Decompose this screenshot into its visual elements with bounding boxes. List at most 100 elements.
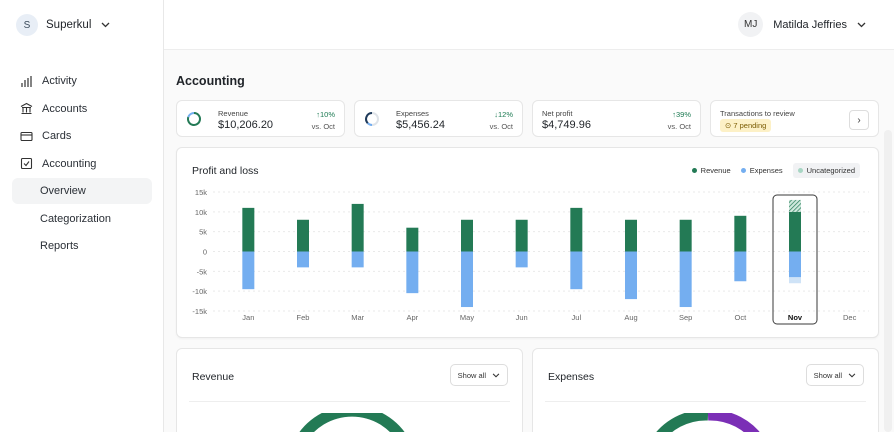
legend-label: Revenue xyxy=(700,166,731,175)
y-tick-label: 5k xyxy=(199,228,207,237)
review-arrow-button[interactable]: › xyxy=(849,110,869,130)
bar-expenses xyxy=(734,251,747,282)
profit-loss-chart: 15k 10k 5k 0 -5k -10k -15k Jan Feb Mar Apr May Jun Ju… xyxy=(192,188,869,325)
kpi-label: Expenses xyxy=(396,109,429,118)
y-tick-label: 10k xyxy=(195,208,207,217)
bar-expenses xyxy=(351,251,364,268)
kpi-compare: vs. Oct xyxy=(311,122,335,131)
panel-divider xyxy=(189,401,510,402)
revenue-donut xyxy=(299,413,405,432)
sidebar-item-accounts[interactable]: Accounts xyxy=(12,96,152,122)
avatar: MJ xyxy=(738,12,764,37)
x-tick-label: Mar xyxy=(351,313,364,322)
sidebar-item-label: Activity xyxy=(42,75,77,87)
kpi-value: $10,206.20 xyxy=(218,119,274,131)
expenses-panel: Expenses Show all xyxy=(532,348,879,432)
sidebar-item-activity[interactable]: Activity xyxy=(12,68,152,94)
bar-revenue xyxy=(351,203,364,252)
checklist-icon xyxy=(20,157,33,170)
progress-ring-icon xyxy=(187,111,201,126)
y-tick-label: -5k xyxy=(197,267,208,276)
sidebar-item-label: Accounts xyxy=(42,102,88,115)
sidebar-item-accounting[interactable]: Accounting xyxy=(12,151,152,177)
legend-dot xyxy=(740,168,746,173)
legend-dot xyxy=(797,168,803,173)
profit-loss-panel: Profit and loss Revenue Expenses Uncateg… xyxy=(176,147,879,338)
bar-revenue xyxy=(734,215,747,252)
sidebar-item-cards[interactable]: Cards xyxy=(12,123,152,149)
x-tick-label: Dec xyxy=(843,313,857,322)
bar-revenue xyxy=(515,219,528,252)
sidebar-item-label: Overview xyxy=(40,185,86,197)
bar-revenue xyxy=(789,211,801,252)
sidebar-item-overview[interactable]: Overview xyxy=(12,178,152,204)
kpi-card-revenue[interactable]: Revenue $10,206.20 ↑10% vs. Oct xyxy=(176,100,345,137)
legend-revenue[interactable]: Revenue xyxy=(691,166,731,175)
bar-uncategorized xyxy=(789,199,801,212)
y-tick-label: -10k xyxy=(192,287,207,296)
kpi-card-review[interactable]: Transactions to review ⊙ 7 pending › xyxy=(710,100,879,137)
user-menu[interactable]: MJ Matilda Jeffries xyxy=(738,12,866,37)
kpi-card-expenses[interactable]: Expenses $5,456.24 ↓12% vs. Oct xyxy=(354,100,523,137)
x-tick-label: Nov xyxy=(788,313,803,322)
sidebar-item-reports[interactable]: Reports xyxy=(12,233,152,259)
header-divider xyxy=(164,49,894,50)
kpi-value: $4,749.96 xyxy=(542,119,591,131)
bar-revenue xyxy=(570,207,583,252)
legend-uncategorized[interactable]: Uncategorized xyxy=(792,163,860,178)
show-all-button[interactable]: Show all xyxy=(805,364,864,386)
kpi-delta: ↑39% xyxy=(672,110,691,119)
kpi-card-net-profit[interactable]: Net profit $4,749.96 ↑39% vs. Oct xyxy=(532,100,701,137)
chart-legend: Revenue Expenses Uncategorized xyxy=(691,163,860,178)
sidebar: S Superkul Activity Accounts xyxy=(0,0,164,432)
panel-divider xyxy=(545,401,866,402)
org-switcher[interactable]: S Superkul xyxy=(16,14,110,36)
highlight-box xyxy=(772,194,818,325)
pending-badge: ⊙ 7 pending xyxy=(720,119,772,132)
bar-expenses xyxy=(515,251,528,268)
kpi-label: Net profit xyxy=(542,109,573,118)
show-all-button[interactable]: Show all xyxy=(449,364,508,386)
y-tick-label: 0 xyxy=(203,248,207,257)
x-tick-label: Sep xyxy=(679,313,692,322)
bar-revenue xyxy=(679,219,692,252)
bar-revenue xyxy=(461,219,473,252)
sidebar-item-label: Reports xyxy=(40,240,79,252)
kpi-compare: vs. Oct xyxy=(489,122,513,131)
bar-expenses xyxy=(461,251,473,308)
sidebar-item-label: Accounting xyxy=(42,157,97,170)
button-label: Show all xyxy=(457,370,486,380)
chevron-down-icon xyxy=(492,371,500,380)
sidebar-item-label: Cards xyxy=(42,130,72,142)
x-tick-label: Jun xyxy=(516,313,528,322)
bar-expenses xyxy=(570,251,583,290)
sidebar-item-label: Categorization xyxy=(40,212,111,225)
progress-ring-icon xyxy=(365,112,379,126)
legend-label: Uncategorized xyxy=(806,166,855,175)
expenses-donut xyxy=(656,413,760,432)
bar-revenue xyxy=(242,207,255,252)
bar-chart-icon xyxy=(20,75,33,88)
org-name: Superkul xyxy=(46,19,92,31)
chevron-down-icon xyxy=(857,19,866,31)
x-tick-label: Aug xyxy=(624,313,637,322)
button-label: Show all xyxy=(813,370,842,380)
x-tick-label: Jan xyxy=(242,313,254,322)
legend-expenses[interactable]: Expenses xyxy=(740,166,783,175)
bar-expenses xyxy=(625,251,637,300)
page-title: Accounting xyxy=(176,74,245,88)
x-tick-label: Feb xyxy=(297,313,310,322)
sidebar-item-categorization[interactable]: Categorization xyxy=(12,206,152,232)
x-tick-label: Jul xyxy=(572,313,582,322)
scrollbar[interactable] xyxy=(884,130,892,432)
x-tick-label: Apr xyxy=(406,313,418,322)
chevron-down-icon xyxy=(848,371,856,380)
kpi-value: $5,456.24 xyxy=(396,119,445,131)
bar-revenue xyxy=(406,227,419,252)
kpi-compare: vs. Oct xyxy=(667,122,691,131)
panel-title: Revenue xyxy=(192,371,235,383)
bar-revenue xyxy=(625,219,637,252)
x-tick-label: May xyxy=(460,313,474,322)
bank-icon xyxy=(20,102,33,115)
